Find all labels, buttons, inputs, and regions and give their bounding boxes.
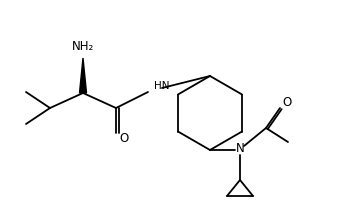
Text: O: O — [119, 132, 129, 146]
Text: N: N — [236, 141, 244, 155]
Text: NH₂: NH₂ — [72, 40, 94, 52]
Polygon shape — [80, 58, 86, 93]
Text: O: O — [282, 95, 292, 109]
Text: HN: HN — [154, 81, 170, 91]
